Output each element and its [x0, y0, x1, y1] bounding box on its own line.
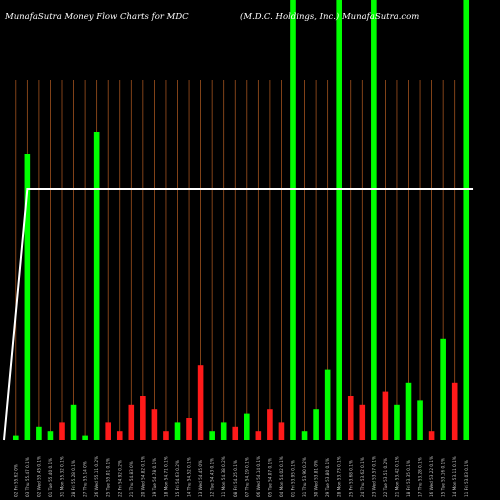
- bar: [255, 431, 262, 440]
- bar: [116, 431, 123, 440]
- x-tick-label: 19 Tue 54.78 0.1%: [152, 458, 157, 497]
- bar: [209, 431, 215, 440]
- bar: [151, 409, 158, 440]
- bar: [371, 0, 377, 440]
- bar: [82, 435, 88, 440]
- x-tick-label: 14 Thu 54.52 0.1%: [187, 457, 192, 497]
- bar: [140, 396, 146, 440]
- bar: [382, 391, 389, 440]
- x-tick-label: 18 Mon 54.71 0.1%: [163, 456, 168, 497]
- x-tick-labels: 02 Fri 55.62 0% 03 Thu 55.47 0.1% 02 Wed 5…: [13, 456, 468, 497]
- x-tick-label: 31 Mon 55.32 0.1%: [60, 456, 65, 497]
- x-tick-label: 27 Thu 55.14 0%: [83, 461, 88, 497]
- x-tick-label: 08 Fri 54.25 0.1%: [233, 460, 238, 497]
- bar: [405, 382, 412, 440]
- x-tick-label: 22 Tue 53.51 0.2%: [383, 458, 388, 497]
- bar: [232, 426, 239, 440]
- bar: [59, 422, 65, 440]
- bar: [70, 404, 77, 440]
- x-tick-label: 18 Fri 53.35 0.1%: [406, 460, 411, 497]
- bar: [394, 404, 400, 440]
- x-tick-label: 22 Fri 54.92 0.2%: [117, 460, 122, 497]
- bar: [93, 132, 100, 440]
- x-tick-label: 03 Thu 55.47 0.1%: [25, 457, 30, 497]
- x-tick-label: 04 Mon 54.02 0.1%: [279, 456, 284, 497]
- x-tick-label: 12 Tue 54.43 0.1%: [210, 458, 215, 497]
- bar: [128, 404, 135, 440]
- bar: [336, 0, 342, 440]
- x-tick-label: 07 Thu 54.19 0.1%: [244, 457, 249, 497]
- bar: [359, 404, 366, 440]
- bar: [24, 154, 31, 440]
- x-tick-label: 25 Tue 55.01 0.1%: [106, 458, 111, 497]
- bar: [347, 396, 354, 440]
- x-tick-label: 01 Fri 53.95 0.1%: [291, 460, 296, 497]
- x-tick-label: 06 Wed 54.14 0.1%: [256, 456, 261, 497]
- x-tick-label: 16 Wed 53.22 0.1%: [429, 456, 434, 497]
- bar: [417, 400, 423, 440]
- bar: [13, 435, 19, 440]
- x-tick-label: 11 Mon 54.38 0.2%: [221, 456, 226, 497]
- x-tick-label: 31 Thu 53.90 0.2%: [302, 457, 307, 497]
- x-tick-label: 23 Wed 53.57 0.1%: [371, 456, 376, 497]
- bars: [13, 0, 470, 440]
- grid-lines: [15, 80, 467, 440]
- bar: [244, 413, 250, 440]
- bar: [290, 0, 296, 440]
- bar: [278, 422, 285, 440]
- bar: [428, 431, 435, 440]
- bar: [463, 0, 470, 440]
- x-tick-label: 13 Wed 54.45 0%: [198, 460, 203, 497]
- bar: [186, 418, 192, 440]
- price-line: [3, 188, 474, 441]
- bar: [163, 431, 169, 440]
- x-tick-label: 21 Thu 54.83 0%: [129, 461, 134, 497]
- bar: [174, 422, 181, 440]
- x-tick-label: 15 Fri 54.63 0.2%: [175, 460, 180, 497]
- x-tick-label: 20 Wed 54.82 0.1%: [140, 456, 145, 497]
- x-tick-label: 24 Thu 53.62 0.1%: [360, 457, 365, 497]
- x-tick-label: 11 Fri 53.03 0.1%: [464, 460, 469, 497]
- x-tick-label: 02 Fri 55.62 0%: [13, 464, 18, 497]
- chart-title: MunafaSutra Money Flow Charts for MDC: [5, 12, 189, 22]
- chart-subtitle: (M.D.C. Holdings, Inc.) MunafaSutra.com: [240, 12, 420, 22]
- bar: [267, 409, 273, 440]
- x-tick-label: 21 Mon 53.42 0.1%: [394, 456, 399, 497]
- x-tick-label: 17 Thu 53.28 0.1%: [418, 457, 423, 497]
- bar: [324, 369, 331, 440]
- x-tick-label: 25 Fri 53.68 0.1%: [348, 460, 353, 497]
- bar: [301, 431, 308, 440]
- bar: [105, 422, 111, 440]
- x-tick-label: 28 Mon 53.73 0.1%: [337, 456, 342, 497]
- x-tick-label: 05 Tue 54.07 0.1%: [267, 458, 272, 497]
- bar: [440, 338, 446, 440]
- x-tick-label: 30 Wed 53.81 0%: [314, 460, 319, 497]
- x-tick-label: 02 Wed 55.45 0.1%: [36, 456, 41, 497]
- x-tick-label: 01 Tue 55.40 0.1%: [48, 458, 53, 497]
- bar: [220, 422, 227, 440]
- x-tick-label: 15 Tue 53.16 0.1%: [441, 458, 446, 497]
- bar: [313, 409, 319, 440]
- x-tick-label: 28 Fri 55.28 0.1%: [71, 460, 76, 497]
- x-tick-label: 26 Wed 55.11 0.2%: [94, 456, 99, 497]
- x-tick-label: 29 Tue 53.80 0.1%: [325, 458, 330, 497]
- bar: [451, 382, 458, 440]
- bar: [197, 365, 204, 440]
- bar: [36, 426, 42, 440]
- x-tick-label: 14 Mon 53.11 0.1%: [452, 456, 457, 497]
- bar: [47, 431, 54, 440]
